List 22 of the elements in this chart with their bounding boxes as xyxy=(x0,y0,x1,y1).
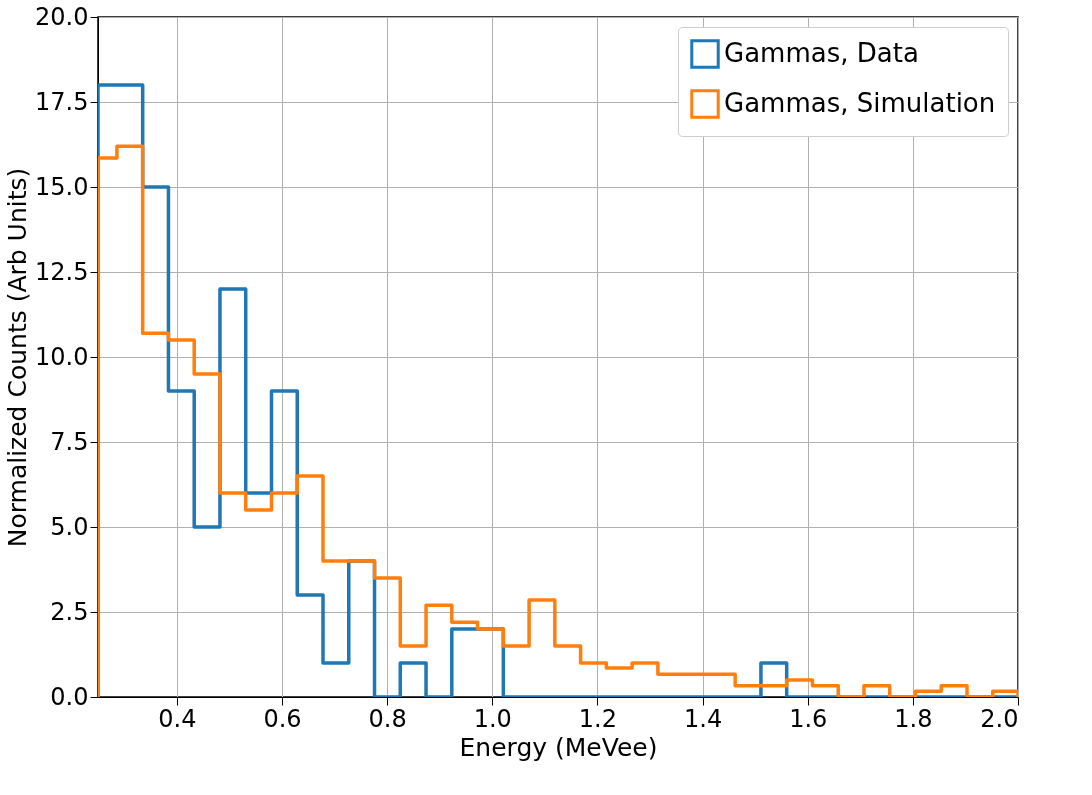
legend-label: Gammas, Data xyxy=(724,38,919,68)
x-tick-label: 1.8 xyxy=(894,704,933,733)
y-tick-label: 17.5 xyxy=(35,87,89,116)
y-tick-label: 7.5 xyxy=(50,427,89,456)
y-tick-label: 20.0 xyxy=(35,2,89,31)
x-tick-label: 2.0 xyxy=(980,704,1019,733)
x-tick-label: 0.8 xyxy=(368,704,407,733)
x-tick-label: 1.4 xyxy=(683,704,723,733)
y-tick-label: 15.0 xyxy=(35,172,89,201)
y-axis-title: Normalized Counts (Arb Units) xyxy=(3,167,33,548)
y-tick-label: 2.5 xyxy=(50,597,89,626)
x-axis-title: Energy (MeVee) xyxy=(459,732,658,762)
x-tick-label: 0.4 xyxy=(158,704,197,733)
y-tick-label: 0.0 xyxy=(50,682,89,711)
y-tick-label: 10.0 xyxy=(35,342,89,371)
x-tick-label: 1.2 xyxy=(578,704,618,733)
x-tick-label: 1.6 xyxy=(789,704,828,733)
legend-label: Gammas, Simulation xyxy=(724,88,996,118)
x-tick-label: 1.0 xyxy=(473,704,512,733)
y-tick-label: 12.5 xyxy=(35,257,89,286)
x-tick-label: 0.6 xyxy=(263,704,302,733)
y-tick-label: 5.0 xyxy=(50,512,89,541)
